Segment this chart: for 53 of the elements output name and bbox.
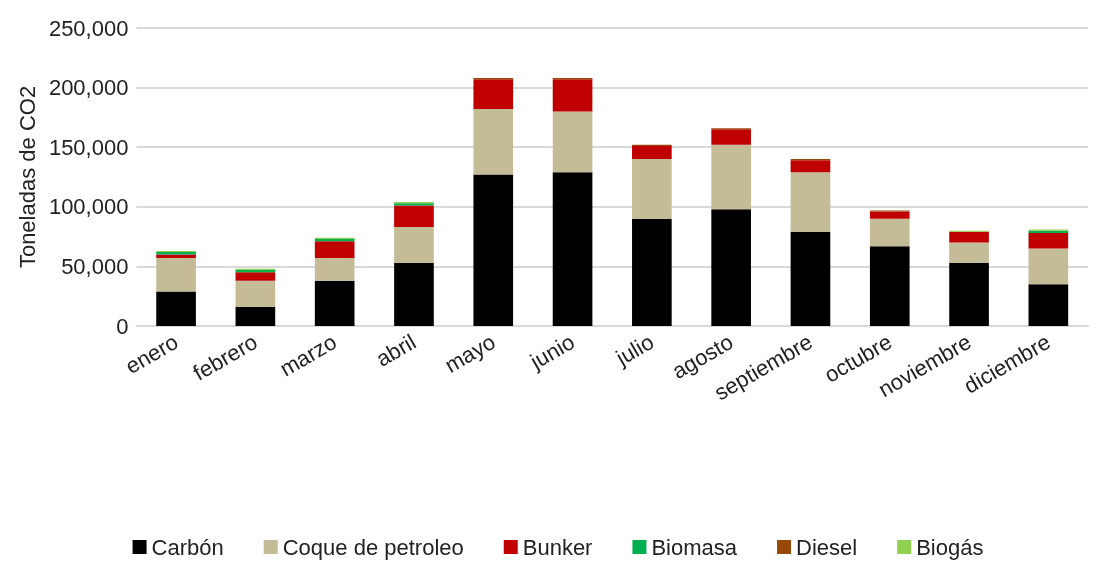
legend-label: Biogás bbox=[916, 534, 984, 560]
y-tick-label: 0 bbox=[116, 313, 129, 339]
y-tick-label: 100,000 bbox=[48, 194, 129, 220]
bar bbox=[473, 174, 514, 326]
bar bbox=[711, 209, 751, 326]
bar bbox=[552, 79, 593, 112]
bar bbox=[235, 272, 276, 281]
bar bbox=[632, 159, 672, 219]
bar bbox=[314, 280, 355, 326]
bar bbox=[235, 280, 276, 307]
bar bbox=[156, 254, 196, 259]
bar bbox=[1028, 248, 1069, 285]
legend-label: Carbón bbox=[151, 534, 224, 560]
bar bbox=[711, 129, 751, 145]
bar bbox=[156, 291, 196, 326]
bar bbox=[949, 231, 989, 243]
legend-label: Coque de petroleo bbox=[282, 534, 464, 560]
bar bbox=[949, 242, 989, 263]
y-axis-title: Toneladas de CO2 bbox=[14, 85, 40, 269]
bar bbox=[473, 79, 514, 110]
bar bbox=[869, 211, 910, 219]
x-tick-label: junio bbox=[525, 329, 579, 375]
x-tick-label: mayo bbox=[440, 329, 500, 378]
bar bbox=[790, 172, 831, 232]
bar bbox=[790, 160, 831, 173]
bar bbox=[632, 218, 672, 326]
legend-label: Diesel bbox=[796, 534, 858, 560]
bar bbox=[473, 109, 514, 175]
bar bbox=[552, 172, 593, 326]
bar bbox=[394, 262, 434, 326]
bar bbox=[1028, 233, 1069, 249]
bar bbox=[869, 218, 910, 247]
x-tick-label: abril bbox=[371, 329, 421, 372]
bar bbox=[711, 144, 751, 210]
bar bbox=[314, 241, 355, 259]
bar bbox=[552, 111, 593, 173]
bar bbox=[156, 258, 196, 292]
bar bbox=[235, 306, 276, 326]
bar bbox=[790, 231, 831, 326]
y-tick-label: 200,000 bbox=[48, 75, 129, 101]
bar bbox=[394, 205, 434, 228]
bar bbox=[869, 246, 910, 326]
y-tick-label: 150,000 bbox=[48, 134, 129, 160]
legend-label: Bunker bbox=[522, 534, 593, 560]
bar bbox=[314, 258, 355, 281]
bar bbox=[949, 262, 989, 326]
bar bbox=[394, 227, 434, 263]
bar bbox=[1028, 284, 1069, 326]
y-tick-label: 50,000 bbox=[61, 253, 129, 279]
bar bbox=[632, 146, 672, 160]
legend-label: Biomasa bbox=[651, 534, 738, 560]
y-tick-label: 250,000 bbox=[48, 15, 129, 41]
x-tick-label: julio bbox=[610, 329, 659, 371]
